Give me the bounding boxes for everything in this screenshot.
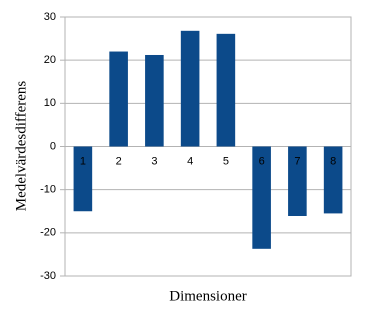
y-tick-label: -10 bbox=[40, 184, 56, 196]
y-tick-label: 30 bbox=[44, 11, 56, 23]
x-tick-label: 1 bbox=[80, 155, 86, 167]
y-tick-label: -30 bbox=[40, 270, 56, 282]
bar bbox=[252, 146, 271, 249]
y-tick-label: 20 bbox=[44, 54, 56, 66]
y-axis-title: Medelvärdesdifferens bbox=[13, 81, 29, 212]
y-tick-label: 0 bbox=[50, 140, 56, 152]
bar bbox=[288, 146, 307, 216]
x-tick-label: 3 bbox=[151, 155, 157, 167]
x-tick-label: 4 bbox=[187, 155, 193, 167]
x-tick-label: 8 bbox=[330, 155, 336, 167]
bar bbox=[109, 51, 128, 147]
x-tick-label: 7 bbox=[294, 155, 300, 167]
y-tick-label: -20 bbox=[40, 227, 56, 239]
bar bbox=[180, 30, 200, 147]
x-tick-label: 5 bbox=[223, 155, 229, 167]
x-axis-title: Dimensioner bbox=[169, 288, 246, 304]
bar bbox=[73, 146, 93, 212]
bar bbox=[216, 33, 236, 147]
bar bbox=[145, 54, 164, 147]
x-tick-label: 6 bbox=[259, 155, 265, 167]
bar bbox=[323, 146, 343, 214]
y-tick-label: 10 bbox=[44, 97, 56, 109]
x-tick-label: 2 bbox=[116, 155, 122, 167]
